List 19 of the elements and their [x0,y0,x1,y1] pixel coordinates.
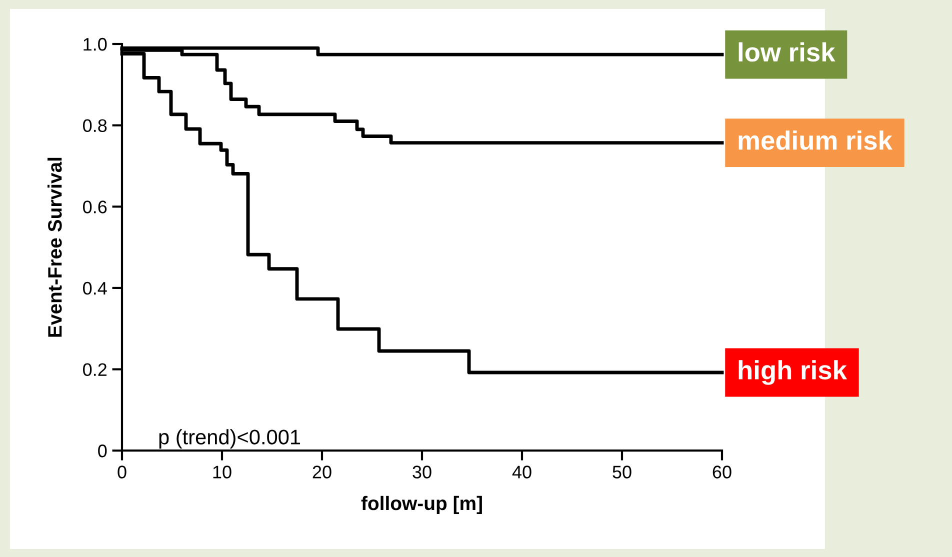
y-tick-label: 0.6 [83,200,107,214]
series-label: high risk [738,360,848,385]
x-tick-label: 60 [712,466,732,478]
y-tick-label: 0 [98,444,107,458]
series-label: medium risk [738,130,892,150]
x-tick-label: 30 [412,466,432,478]
x-tick-label: 0 [118,466,126,478]
y-tick-label: 0.8 [83,119,107,132]
x-tick-label: 50 [612,466,632,478]
annotation: p (trend)<0.001 [159,429,300,449]
y-axis-title: Event-Free Survival [48,158,62,337]
y-tick-label: 1.0 [84,38,107,51]
y-tick-label: 0.4 [83,282,107,295]
x-tick-label: 20 [312,466,332,478]
x-tick-label: 10 [213,466,232,478]
series-label: low risk [738,42,836,62]
x-axis-title: follow-up [m] [361,496,482,514]
x-tick-label: 40 [512,466,532,478]
y-tick-label: 0.2 [83,363,107,376]
